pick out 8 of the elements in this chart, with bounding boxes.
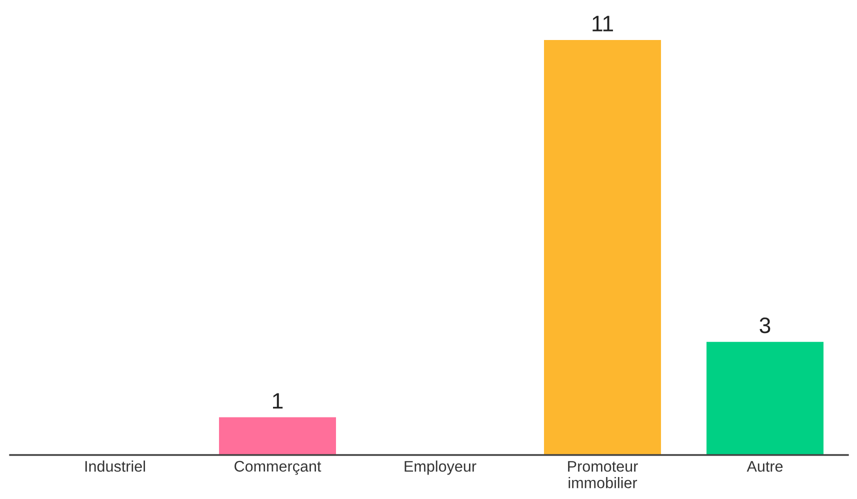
x-tick-label: Commerçant	[234, 460, 322, 475]
data-label: 1	[273, 393, 283, 408]
data-label: 11	[592, 16, 613, 32]
x-tick-label: Autre	[746, 461, 783, 472]
x-tick-label: Employeur	[404, 460, 476, 475]
x-tick-label: Industriel	[85, 460, 145, 472]
data-label: 3	[760, 318, 770, 334]
x-tick-label: Promoteur immobilier	[568, 461, 638, 488]
